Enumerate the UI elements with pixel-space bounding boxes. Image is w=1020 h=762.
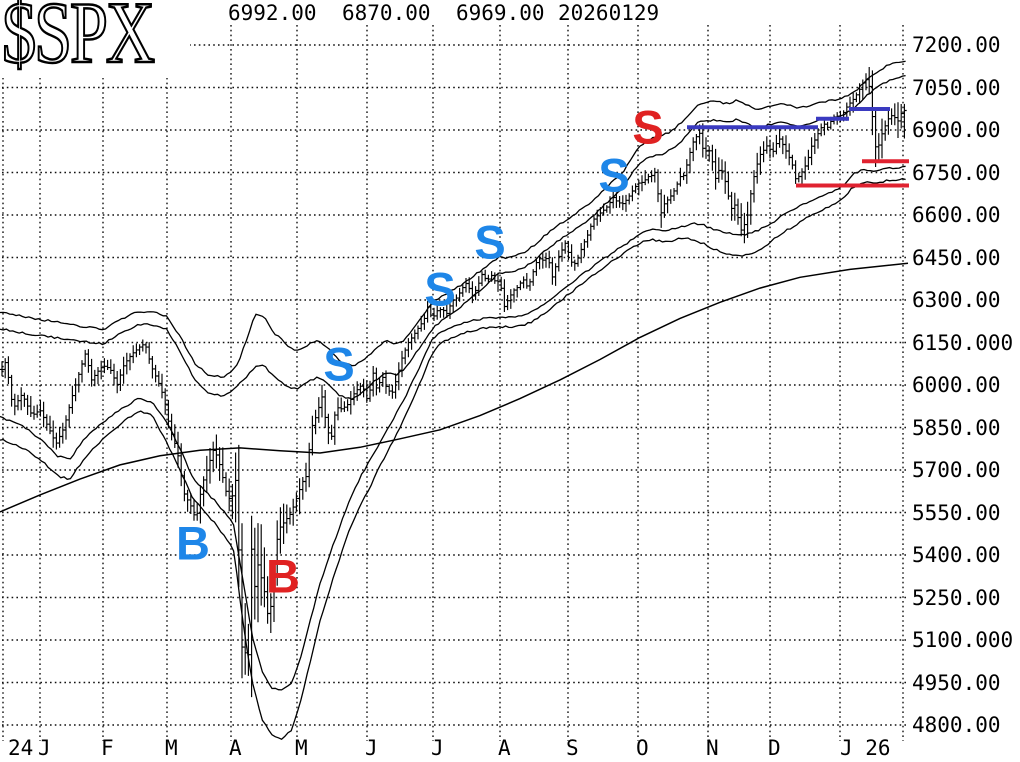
x-axis-label-J: J [365,736,378,760]
quote-high: 6992.00 [228,1,317,25]
y-axis-label: 4950.00 [912,670,1001,695]
quote-last: 6969.00 [456,1,545,25]
symbol-logo: $SPX [1,0,156,82]
daily-price-bars [0,67,907,698]
sell-signal-marker-5: S [598,148,630,202]
grid-lines [2,25,906,741]
x-axis-label-O: O [636,736,649,760]
y-axis-label: 6300.00 [912,288,1001,312]
y-axis-label: 5250.00 [912,585,1001,610]
sell-signal-marker-3: S [424,262,456,316]
y-axis-label: 6150.000 [912,330,1014,355]
y-axis-label: 5400.00 [912,543,1001,567]
y-axis-label: 4800.00 [912,713,1001,737]
y-axis-label: 6750.00 [912,160,1001,185]
y-axis-label: 6900.00 [912,118,1001,142]
sell-signal-marker-2: S [323,337,355,391]
x-axis-label-J: J [431,736,444,760]
quote-low: 6870.00 [342,1,431,25]
upper-outer-band-line [0,60,906,378]
x-axis-label-S: S [566,736,579,760]
y-axis-label: 5550.00 [912,500,1001,525]
x-axis-label-J: J [38,736,51,760]
lower-outer-band-line [0,177,906,740]
x-axis-label-M: M [295,736,308,760]
x-axis-label-J26: J 26 [840,736,891,760]
y-axis-label: 6000.00 [912,373,1001,397]
x-axis-label-A: A [498,736,511,760]
x-axis-label-F: F [101,736,114,760]
lower-inner-band-line [0,165,906,691]
y-axis-label: 7200.00 [912,33,1001,57]
buy-signal-marker-1: B [266,549,300,603]
x-axis-label-D: D [768,736,781,760]
ma200-line [0,262,909,513]
y-axis-label: 6450.00 [912,245,1001,270]
y-axis-label: 5100.000 [912,628,1014,652]
quote-date: 20260129 [558,1,660,25]
x-axis-label-24: 24 [8,736,34,760]
y-axis-label: 7050.00 [912,75,1001,100]
x-axis-label-M: M [165,736,178,760]
y-axis-label: 6600.00 [912,203,1001,227]
x-axis-label-A: A [229,736,242,760]
x-axis-label-N: N [706,736,719,760]
y-axis-label: 5850.00 [912,415,1001,440]
sell-signal-marker-4: S [474,215,506,269]
sell-signal-marker-6: S [632,100,664,154]
logo-mask [0,0,190,78]
y-axis-label: 5700.00 [912,458,1001,482]
buy-signal-marker-0: B [176,516,210,570]
